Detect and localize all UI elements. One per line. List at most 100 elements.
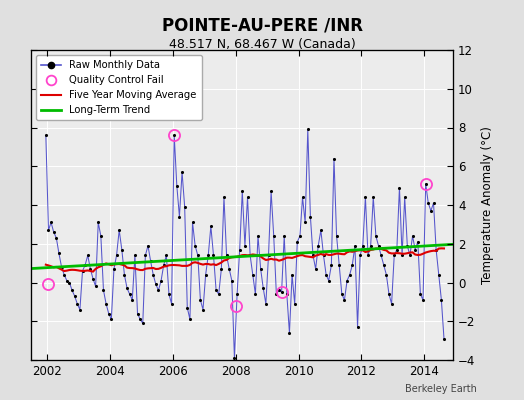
Point bbox=[385, 291, 393, 297]
Point bbox=[243, 194, 252, 200]
Point bbox=[285, 330, 293, 336]
Point bbox=[133, 310, 141, 317]
Point bbox=[57, 264, 66, 270]
Point bbox=[301, 219, 309, 226]
Point bbox=[104, 310, 113, 317]
Point bbox=[382, 272, 390, 278]
Point bbox=[259, 285, 267, 292]
Text: Berkeley Earth: Berkeley Earth bbox=[405, 384, 477, 394]
Point bbox=[246, 252, 254, 258]
Point bbox=[191, 242, 199, 249]
Point bbox=[395, 184, 403, 191]
Point bbox=[78, 268, 86, 274]
Point bbox=[440, 336, 448, 342]
Point bbox=[340, 297, 348, 303]
Point bbox=[361, 194, 369, 200]
Point bbox=[49, 229, 58, 235]
Text: 48.517 N, 68.467 W (Canada): 48.517 N, 68.467 W (Canada) bbox=[169, 38, 355, 51]
Point bbox=[272, 291, 280, 297]
Point bbox=[366, 242, 375, 249]
Point bbox=[427, 208, 435, 214]
Point bbox=[335, 262, 343, 268]
Point bbox=[230, 355, 238, 361]
Point bbox=[107, 316, 115, 322]
Point bbox=[130, 252, 139, 258]
Point bbox=[353, 324, 362, 330]
Point bbox=[400, 194, 409, 200]
Point bbox=[167, 301, 176, 307]
Y-axis label: Temperature Anomaly (°C): Temperature Anomaly (°C) bbox=[481, 126, 494, 284]
Point bbox=[238, 188, 246, 195]
Point bbox=[123, 285, 131, 292]
Point bbox=[434, 272, 443, 278]
Point bbox=[96, 233, 105, 239]
Point bbox=[416, 291, 424, 297]
Point bbox=[75, 306, 84, 313]
Point bbox=[146, 258, 155, 264]
Point bbox=[54, 250, 63, 257]
Point bbox=[217, 266, 225, 272]
Point bbox=[141, 252, 149, 258]
Point bbox=[204, 252, 212, 258]
Point bbox=[193, 252, 202, 258]
Point bbox=[256, 266, 265, 272]
Point bbox=[319, 252, 328, 258]
Point bbox=[296, 233, 304, 239]
Point bbox=[183, 304, 191, 311]
Point bbox=[199, 306, 207, 313]
Point bbox=[222, 252, 231, 258]
Point bbox=[60, 272, 69, 278]
Point bbox=[165, 291, 173, 297]
Legend: Raw Monthly Data, Quality Control Fail, Five Year Moving Average, Long-Term Tren: Raw Monthly Data, Quality Control Fail, … bbox=[37, 55, 202, 120]
Text: POINTE-AU-PERE /INR: POINTE-AU-PERE /INR bbox=[161, 16, 363, 34]
Point bbox=[128, 297, 136, 303]
Point bbox=[159, 262, 168, 268]
Point bbox=[227, 277, 236, 284]
Point bbox=[162, 252, 170, 258]
Point bbox=[306, 214, 314, 220]
Point bbox=[275, 287, 283, 294]
Point bbox=[387, 301, 396, 307]
Point bbox=[185, 316, 194, 322]
Point bbox=[157, 277, 165, 284]
Point bbox=[102, 301, 110, 307]
Point bbox=[70, 293, 79, 299]
Point bbox=[65, 279, 73, 286]
Point bbox=[264, 252, 272, 258]
Point bbox=[327, 262, 335, 268]
Point bbox=[429, 200, 438, 206]
Point bbox=[225, 266, 233, 272]
Point bbox=[390, 252, 398, 258]
Point bbox=[136, 316, 144, 322]
Point bbox=[298, 194, 307, 200]
Point bbox=[170, 132, 178, 138]
Point bbox=[311, 266, 320, 272]
Point bbox=[149, 272, 157, 278]
Point bbox=[91, 283, 100, 290]
Point bbox=[151, 281, 160, 288]
Point bbox=[172, 182, 181, 189]
Point bbox=[117, 246, 126, 253]
Point bbox=[52, 235, 61, 241]
Point bbox=[89, 276, 97, 282]
Point bbox=[411, 246, 419, 253]
Point bbox=[413, 239, 422, 245]
Point bbox=[282, 291, 291, 297]
Point bbox=[94, 219, 102, 226]
Point bbox=[99, 287, 107, 294]
Point bbox=[45, 227, 53, 233]
Point bbox=[115, 227, 123, 233]
Point bbox=[403, 242, 411, 249]
Point bbox=[277, 289, 286, 295]
Point bbox=[372, 233, 380, 239]
Point bbox=[406, 252, 414, 258]
Point bbox=[214, 291, 223, 297]
Point bbox=[316, 227, 325, 233]
Point bbox=[392, 246, 401, 253]
Point bbox=[288, 272, 296, 278]
Point bbox=[280, 233, 288, 239]
Point bbox=[196, 297, 204, 303]
Point bbox=[364, 252, 372, 258]
Point bbox=[322, 272, 330, 278]
Point bbox=[73, 301, 81, 307]
